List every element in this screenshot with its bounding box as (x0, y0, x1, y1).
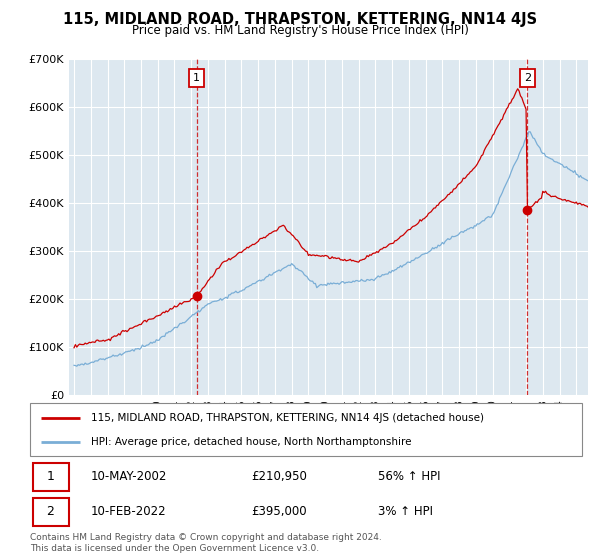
Text: 10-MAY-2002: 10-MAY-2002 (91, 470, 167, 483)
Text: Price paid vs. HM Land Registry's House Price Index (HPI): Price paid vs. HM Land Registry's House … (131, 24, 469, 37)
Text: £210,950: £210,950 (251, 470, 307, 483)
FancyBboxPatch shape (33, 498, 68, 526)
Text: 3% ↑ HPI: 3% ↑ HPI (378, 505, 433, 518)
FancyBboxPatch shape (30, 403, 582, 456)
Text: 10-FEB-2022: 10-FEB-2022 (91, 505, 166, 518)
Text: 115, MIDLAND ROAD, THRAPSTON, KETTERING, NN14 4JS (detached house): 115, MIDLAND ROAD, THRAPSTON, KETTERING,… (91, 413, 484, 423)
Text: 1: 1 (193, 73, 200, 83)
Text: HPI: Average price, detached house, North Northamptonshire: HPI: Average price, detached house, Nort… (91, 437, 411, 447)
Text: Contains HM Land Registry data © Crown copyright and database right 2024.
This d: Contains HM Land Registry data © Crown c… (30, 533, 382, 553)
Text: 2: 2 (46, 505, 55, 518)
Text: £395,000: £395,000 (251, 505, 307, 518)
Text: 2: 2 (524, 73, 531, 83)
Text: 1: 1 (46, 470, 55, 483)
Text: 56% ↑ HPI: 56% ↑ HPI (378, 470, 440, 483)
FancyBboxPatch shape (33, 463, 68, 491)
Text: 115, MIDLAND ROAD, THRAPSTON, KETTERING, NN14 4JS: 115, MIDLAND ROAD, THRAPSTON, KETTERING,… (63, 12, 537, 27)
